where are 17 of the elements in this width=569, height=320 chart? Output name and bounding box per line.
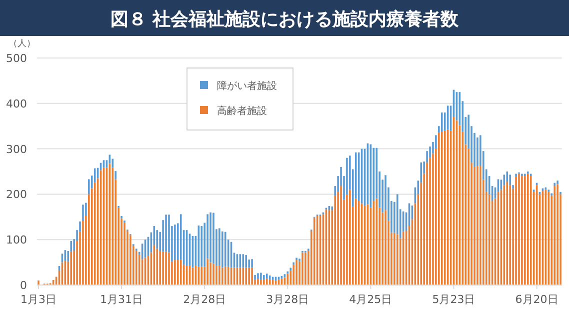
y-axis-title: （人） — [8, 38, 36, 49]
x-tick-label: 1月3日 — [20, 293, 56, 306]
x-tick-label: 2月28日 — [183, 293, 226, 306]
x-tick-label: 5月23日 — [432, 293, 476, 306]
x-tick-label: 3月28日 — [266, 293, 310, 306]
y-tick-label: 500 — [6, 52, 27, 65]
y-tick-label: 300 — [6, 142, 27, 156]
chart-title: 図８ 社会福祉施設における施設内療養者数 — [110, 9, 460, 30]
y-tick-label: 100 — [6, 234, 27, 247]
y-tick-label: 200 — [6, 188, 27, 202]
legend-label: 障がい者施設 — [217, 80, 277, 92]
x-tick-label: 4月25日 — [349, 293, 392, 306]
y-tick-label: 0 — [20, 279, 27, 292]
y-tick-label: 400 — [6, 97, 27, 110]
x-tick-label: 1月31日 — [100, 293, 144, 306]
x-tick-label: 6月20日 — [515, 293, 558, 306]
legend-label: 高齢者施設 — [217, 105, 267, 117]
